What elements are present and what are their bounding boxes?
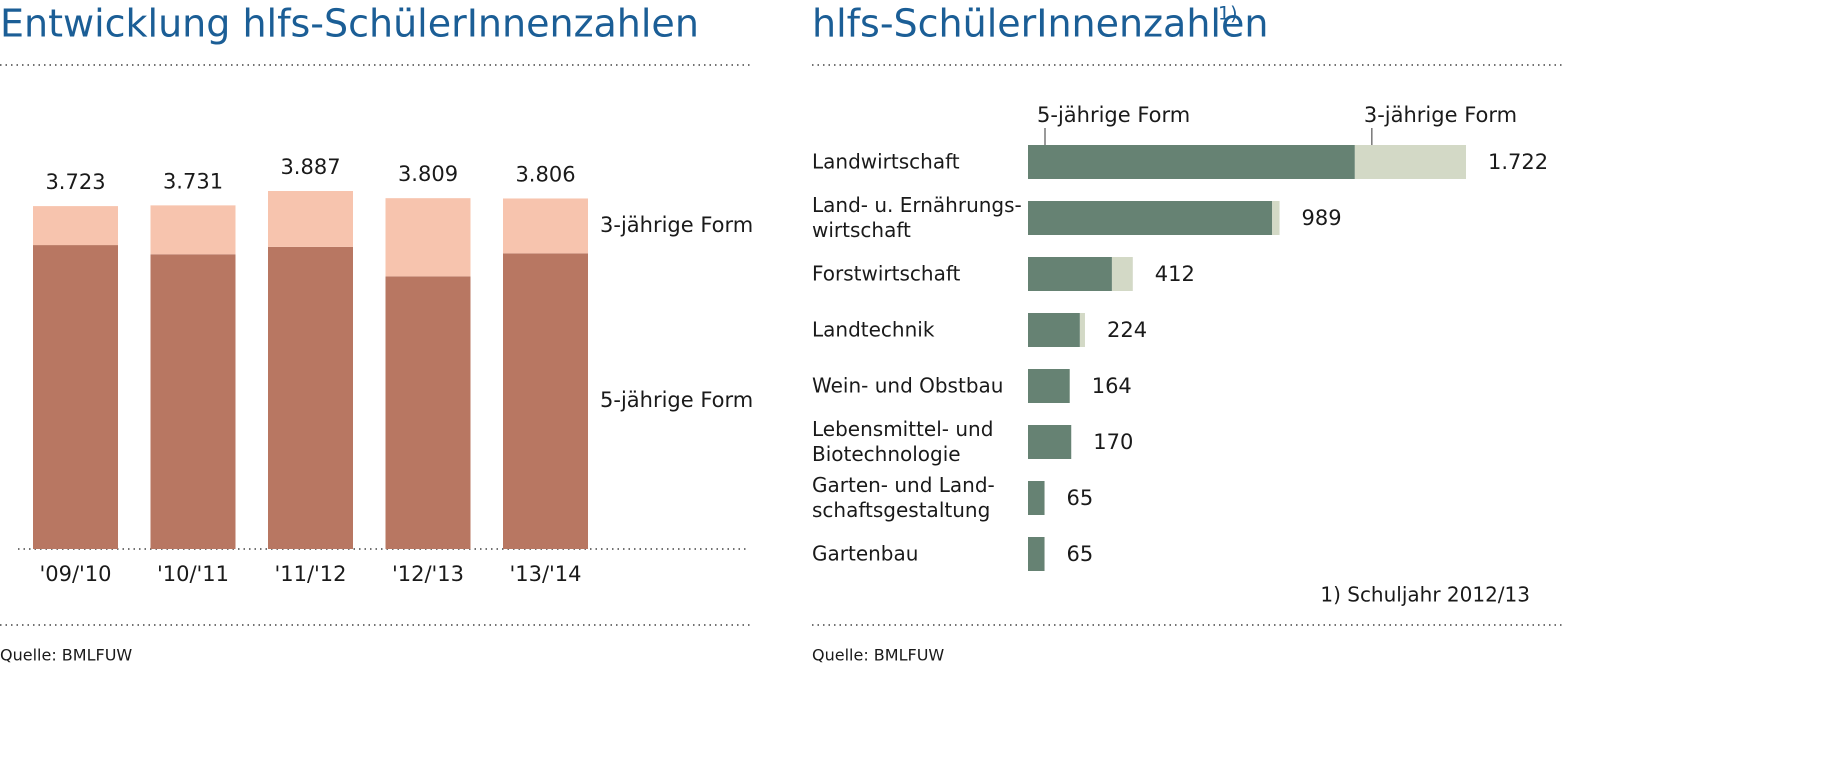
bar-segment — [1028, 537, 1045, 571]
bar-segment — [1028, 201, 1273, 235]
total-label: 65 — [1067, 486, 1094, 510]
category-label: Land- u. Ernährungs- wirtschaft — [812, 193, 1022, 242]
x-tick-label: '11/'12 — [274, 562, 346, 586]
bar-segment — [33, 245, 118, 550]
bar-segment — [1354, 145, 1466, 179]
source: Quelle: BMLFUW — [812, 646, 944, 665]
x-tick-label: '09/'10 — [39, 562, 111, 586]
category-label: Lebensmittel- und Biotechnologie — [812, 417, 994, 466]
legend-label: 5-jährige Form — [1037, 103, 1190, 127]
bar-segment — [385, 276, 471, 549]
legend-label: 5-jährige Form — [600, 388, 753, 412]
bar-segment — [268, 191, 353, 247]
bar-segment — [1028, 369, 1070, 403]
bar-segment — [150, 205, 236, 255]
bar-segment — [1028, 425, 1072, 459]
total-label: 65 — [1067, 542, 1094, 566]
category-label: Landtechnik — [812, 317, 935, 342]
category-label: Landwirtschaft — [812, 149, 960, 174]
total-label: 412 — [1155, 262, 1195, 286]
chart-title: hlfs-SchülerInnenzahlen — [812, 2, 1268, 46]
category-label: Garten- und Land- schaftsgestaltung — [812, 473, 995, 522]
chart-title: Entwicklung hlfs-SchülerInnenzahlen — [0, 2, 699, 46]
category-label: Forstwirtschaft — [812, 261, 961, 286]
bar-segment — [1028, 145, 1355, 179]
source: Quelle: BMLFUW — [0, 646, 132, 665]
bar-segment — [268, 246, 353, 550]
total-label: 170 — [1093, 430, 1133, 454]
total-label: 3.806 — [515, 162, 575, 186]
bar-segment — [1079, 313, 1085, 347]
total-label: 3.731 — [163, 169, 223, 193]
total-label: 3.809 — [398, 162, 458, 186]
total-label: 164 — [1092, 374, 1132, 398]
total-label: 224 — [1107, 318, 1147, 342]
total-label: 989 — [1302, 206, 1342, 230]
bar-segment — [150, 254, 236, 549]
total-label: 3.723 — [45, 170, 105, 194]
legend-label: 3-jährige Form — [1364, 103, 1517, 127]
total-label: 1.722 — [1488, 150, 1548, 174]
title-note: 1) — [1218, 3, 1238, 25]
bar-segment — [1028, 313, 1080, 347]
bar-segment — [1028, 481, 1045, 515]
bar-segment — [385, 198, 471, 277]
bar-segment — [1111, 257, 1133, 291]
bar-segment — [1028, 257, 1112, 291]
bar-segment — [503, 198, 588, 254]
total-label: 3.887 — [280, 155, 340, 179]
x-tick-label: '12/'13 — [392, 562, 464, 586]
bar-segment — [33, 206, 118, 246]
x-tick-label: '10/'11 — [157, 562, 229, 586]
legend-label: 3-jährige Form — [600, 213, 753, 237]
footnote: 1) Schuljahr 2012/13 — [1320, 583, 1530, 607]
category-label: Wein- und Obstbau — [812, 373, 1004, 398]
x-tick-label: '13/'14 — [509, 562, 581, 586]
category-label: Gartenbau — [812, 541, 919, 566]
bar-segment — [503, 253, 588, 549]
bar-segment — [1272, 201, 1280, 235]
